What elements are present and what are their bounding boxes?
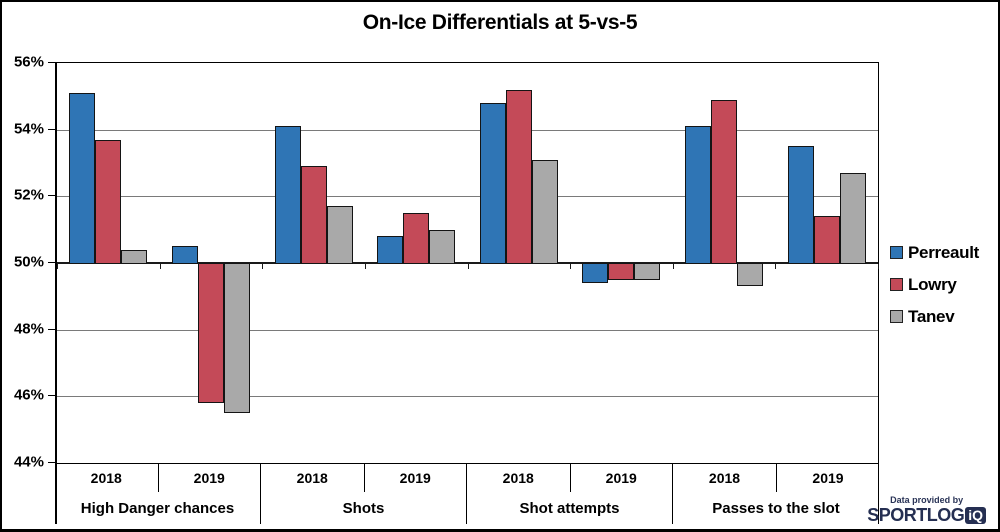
sportlogiq-credit: Data provided by SPORTLOG iQ — [867, 495, 986, 524]
legend-label-perreault: Perreault — [908, 243, 980, 262]
y-tick-mark — [48, 128, 55, 130]
year-label-2019: 2019 — [363, 464, 467, 492]
category-tick — [262, 264, 263, 269]
category-axis: 2018 2019 High Danger chances 2018 2019 Shots… — [55, 464, 879, 524]
bar-tanev-shot-attempts-2019 — [634, 263, 661, 280]
legend-label-lowry: Lowry — [908, 275, 957, 294]
bar-perreault-passes-to-the-slot-2019 — [787, 146, 814, 264]
y-tick-label-56: 56% — [13, 53, 44, 71]
legend-label-tanev: Tanev — [908, 307, 955, 326]
years-row: 2018 2019 — [467, 464, 672, 492]
bar-lowry-passes-to-the-slot-2018 — [711, 99, 738, 264]
y-tick-label-54: 54% — [13, 120, 44, 138]
year-label-2018: 2018 — [502, 470, 534, 486]
group-label-passes-to-the-slot: Passes to the slot — [712, 499, 840, 517]
y-tick-mark — [48, 462, 55, 463]
gridline-54 — [57, 129, 878, 131]
legend-item-tanev: Tanev — [890, 308, 979, 326]
brand-text: SPORTLOG — [867, 505, 965, 525]
year-label-2019: 2019 — [157, 464, 261, 492]
bar-perreault-high-danger-chances-2019 — [171, 246, 198, 264]
bar-tanev-high-danger-chances-2018 — [121, 249, 148, 264]
y-tick-mark — [48, 195, 55, 197]
y-tick-mark — [48, 328, 55, 330]
bar-tanev-passes-to-the-slot-2018 — [737, 263, 764, 287]
category-group-shots: 2018 2019 Shots — [261, 464, 467, 524]
legend-swatch-tanev — [890, 310, 903, 323]
chart-title: On-Ice Differentials at 5-vs-5 — [362, 11, 638, 34]
bar-lowry-shots-2018 — [300, 166, 327, 264]
bar-lowry-passes-to-the-slot-2019 — [813, 216, 840, 264]
bar-tanev-high-danger-chances-2019 — [223, 263, 250, 413]
year-label-2018: 2018 — [708, 470, 741, 486]
legend-swatch-lowry — [890, 278, 903, 291]
category-tick — [673, 264, 674, 269]
bar-perreault-shot-attempts-2018 — [479, 103, 506, 264]
category-tick — [365, 264, 366, 269]
legend: Perreault Lowry Tanev — [890, 244, 979, 340]
plot-area — [55, 62, 879, 464]
years-row: 2018 2019 — [55, 464, 260, 492]
gridline-48 — [57, 329, 878, 331]
category-tick — [468, 264, 469, 269]
bar-perreault-passes-to-the-slot-2018 — [685, 126, 712, 264]
y-tick-mark — [48, 395, 55, 397]
year-label-2018: 2018 — [296, 470, 328, 486]
group-label-shots: Shots — [342, 499, 385, 517]
y-tick-label-52: 52% — [13, 186, 44, 204]
bar-lowry-high-danger-chances-2019 — [197, 263, 224, 403]
category-tick — [878, 264, 879, 269]
gridline-52 — [57, 196, 878, 198]
y-axis-labels: 56% 54% 52% 50% 48% 46% 44% — [2, 54, 55, 471]
bar-perreault-shot-attempts-2019 — [582, 263, 609, 283]
category-tick — [160, 264, 161, 269]
year-label-2019: 2019 — [569, 464, 673, 492]
sportlogiq-logo: SPORTLOG iQ — [867, 506, 986, 524]
bar-lowry-shot-attempts-2019 — [608, 263, 635, 280]
bar-lowry-shots-2019 — [403, 213, 430, 264]
bar-perreault-shots-2018 — [274, 126, 301, 264]
bar-lowry-shot-attempts-2018 — [505, 89, 532, 264]
category-tick — [57, 264, 58, 269]
bar-perreault-shots-2019 — [377, 236, 404, 264]
y-tick-label-46: 46% — [13, 386, 44, 404]
category-tick — [570, 264, 571, 269]
group-label-high-danger-chances: High Danger chances — [80, 499, 235, 517]
group-label-shot-attempts: Shot attempts — [519, 499, 620, 517]
y-tick-mark — [48, 62, 55, 63]
bar-tanev-shot-attempts-2018 — [531, 159, 558, 264]
category-tick — [775, 264, 776, 269]
y-tick-mark — [48, 262, 55, 263]
brand-badge-iq: iQ — [965, 506, 986, 524]
y-tick-label-48: 48% — [13, 320, 44, 338]
years-row: 2018 2019 — [261, 464, 466, 492]
legend-swatch-perreault — [890, 246, 903, 259]
year-label-2018: 2018 — [90, 470, 122, 486]
category-group-high-danger-chances: 2018 2019 High Danger chances — [55, 464, 261, 524]
y-tick-label-44: 44% — [13, 453, 44, 471]
bar-tanev-shots-2019 — [429, 229, 456, 264]
bar-perreault-high-danger-chances-2018 — [69, 93, 96, 264]
legend-item-perreault: Perreault — [890, 244, 979, 262]
bar-lowry-high-danger-chances-2018 — [95, 139, 122, 264]
year-label-2019: 2019 — [776, 464, 879, 492]
baseline-gridline-50 — [57, 262, 878, 264]
legend-item-lowry: Lowry — [890, 276, 979, 294]
bar-tanev-passes-to-the-slot-2019 — [839, 173, 866, 264]
credit-text: Data provided by — [890, 495, 964, 505]
years-row: 2018 2019 — [673, 464, 879, 492]
y-tick-label-50: 50% — [13, 253, 44, 271]
category-group-passes-to-the-slot: 2018 2019 Passes to the slot — [673, 464, 879, 524]
bar-tanev-shots-2018 — [326, 206, 353, 264]
category-group-shot-attempts: 2018 2019 Shot attempts — [467, 464, 673, 524]
gridline-46 — [57, 396, 878, 398]
